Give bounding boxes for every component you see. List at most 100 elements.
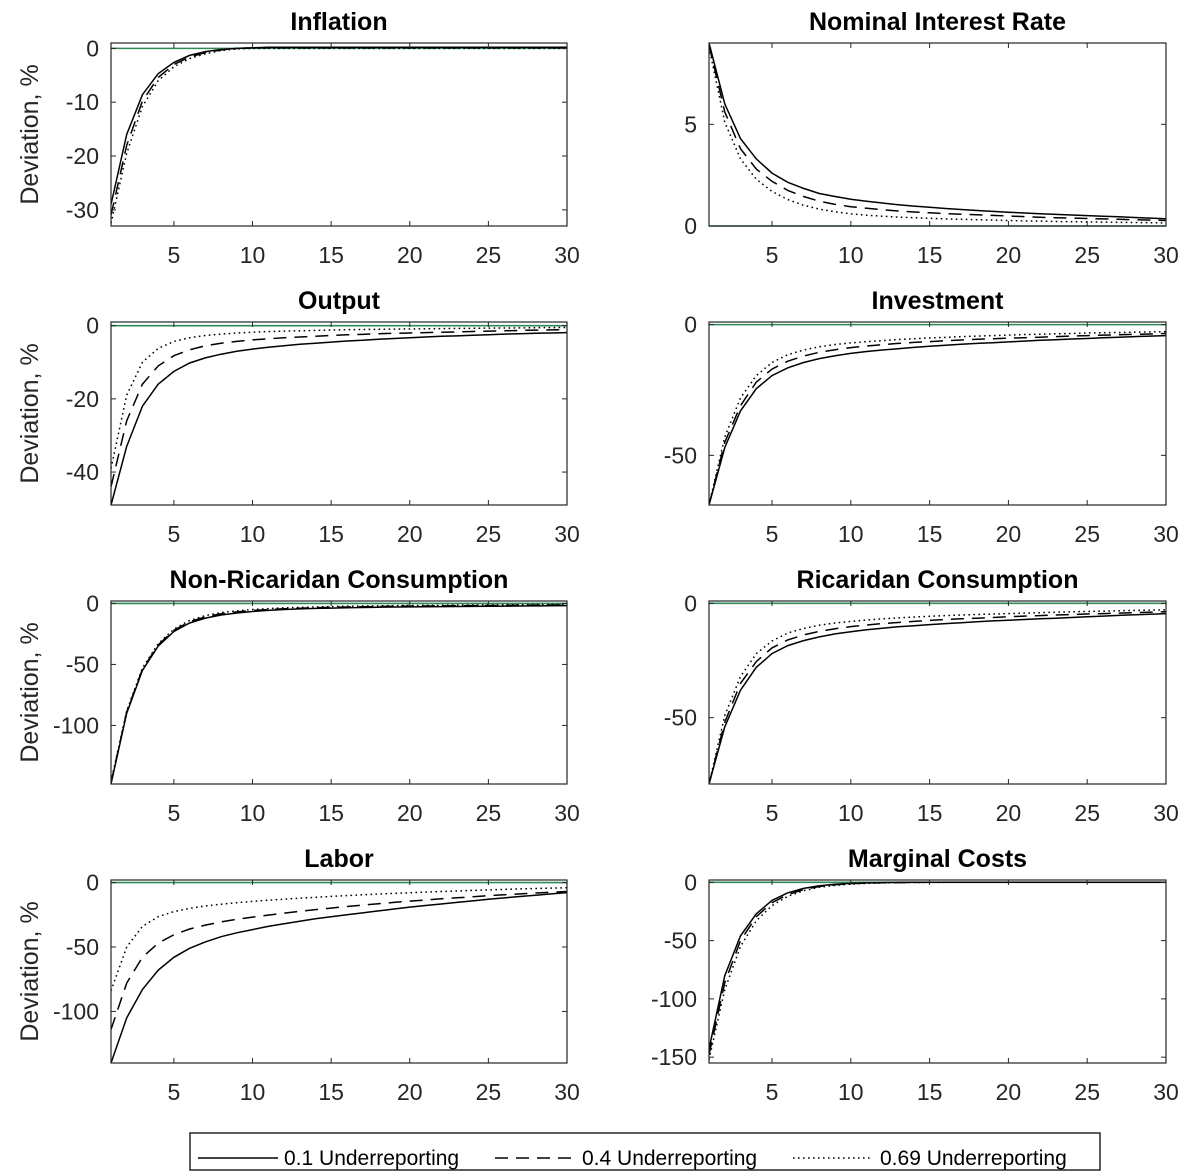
x-tick-label: 10 [240, 1079, 266, 1105]
legend-box [189, 1132, 1101, 1171]
chart-panel-7: 5 10 15 20 25 30 0 -50 -100 Labor Deviation, % [16, 845, 580, 1105]
y-tick-label: -50 [66, 651, 99, 677]
x-tick-label: 5 [766, 800, 779, 826]
y-tick-label: -50 [66, 934, 99, 960]
x-tick-label: 5 [167, 521, 180, 547]
series-line-dotted [111, 326, 567, 469]
series-line-dotted [709, 881, 1166, 1060]
x-tick-label: 10 [240, 242, 266, 268]
x-tick-label: 25 [476, 242, 502, 268]
series-line-solid [709, 612, 1166, 785]
axes-box [708, 321, 1167, 506]
x-tick-label: 30 [1153, 800, 1179, 826]
x-tick-label: 30 [1153, 242, 1179, 268]
series-line-solid [111, 891, 567, 1064]
x-tick-label: 15 [917, 242, 943, 268]
x-tick-label: 10 [838, 242, 864, 268]
x-tick-label: 15 [917, 521, 943, 547]
x-tick-label: 20 [397, 521, 423, 547]
y-tick-label: 0 [86, 35, 99, 61]
x-tick-label: 25 [1074, 800, 1100, 826]
x-tick-label: 30 [554, 1079, 580, 1105]
x-tick-label: 20 [996, 1079, 1022, 1105]
x-tick-label: 15 [917, 800, 943, 826]
x-tick-label: 25 [476, 1079, 502, 1105]
panel-title: Output [298, 287, 381, 315]
y-tick-label: 5 [684, 111, 697, 137]
x-tick-label: 25 [476, 800, 502, 826]
chart-panel-6: 5 10 15 20 25 30 0 -50 Ricaridan Consumption [664, 566, 1179, 826]
x-tick-label: 15 [318, 521, 344, 547]
x-tick-label: 25 [1074, 1079, 1100, 1105]
panel-title: Nominal Interest Rate [809, 8, 1066, 36]
x-tick-label: 20 [996, 242, 1022, 268]
y-tick-label: -20 [66, 143, 99, 169]
panel-title: Marginal Costs [848, 845, 1027, 873]
x-tick-label: 25 [1074, 521, 1100, 547]
y-tick-label: -30 [66, 197, 99, 223]
y-axis-label: Deviation, % [16, 622, 44, 762]
series-line-dotted [709, 46, 1166, 224]
y-tick-label: 0 [684, 869, 697, 895]
x-tick-label: 25 [1074, 242, 1100, 268]
series-line-solid [111, 331, 567, 506]
series-line-solid [709, 881, 1166, 1050]
chart-panel-4: 5 10 15 20 25 30 0 -50 Investment [664, 287, 1179, 547]
x-tick-label: 15 [318, 1079, 344, 1105]
series-line-dashed [111, 890, 567, 1030]
panel-title: Inflation [290, 8, 387, 36]
series-line-dotted [111, 603, 567, 782]
y-axis-label: Deviation, % [16, 64, 44, 204]
y-tick-label: -100 [53, 998, 99, 1024]
y-tick-label: -50 [664, 705, 697, 731]
series-line-solid [111, 604, 567, 785]
x-tick-label: 5 [167, 242, 180, 268]
y-tick-label: 0 [684, 213, 697, 239]
x-tick-label: 20 [996, 521, 1022, 547]
x-tick-label: 30 [554, 242, 580, 268]
series-line-dotted [709, 330, 1166, 506]
series-line-dashed [111, 47, 567, 216]
x-tick-label: 10 [240, 800, 266, 826]
x-tick-label: 10 [240, 521, 266, 547]
y-tick-label: -100 [53, 712, 99, 738]
series-line-solid [709, 334, 1166, 506]
y-tick-label: 0 [86, 870, 99, 896]
series-line-dotted [111, 47, 567, 224]
x-tick-label: 30 [554, 521, 580, 547]
x-tick-label: 20 [397, 1079, 423, 1105]
legend-label-3: 0.69 Underreporting [880, 1147, 1067, 1170]
x-tick-label: 10 [838, 521, 864, 547]
x-tick-label: 5 [766, 521, 779, 547]
panel-title: Ricaridan Consumption [797, 566, 1079, 594]
series-line-dotted [709, 609, 1166, 785]
x-tick-label: 25 [476, 521, 502, 547]
chart-panel-8: 5 10 15 20 25 30 0 -50 -100 -150 Marginal Costs [651, 845, 1179, 1105]
x-tick-label: 15 [917, 1079, 943, 1105]
axes-box [708, 42, 1167, 227]
series-line-dashed [111, 328, 567, 487]
panel-title: Non-Ricaridan Consumption [170, 566, 509, 594]
y-tick-label: 0 [684, 590, 697, 616]
axes-box [110, 42, 568, 227]
series-line-dashed [709, 332, 1166, 506]
x-tick-label: 5 [766, 242, 779, 268]
chart-panel-2: 5 10 15 20 25 30 0 5 Nominal Interest Rate [684, 8, 1179, 268]
x-tick-label: 5 [167, 1079, 180, 1105]
y-tick-label: -10 [66, 89, 99, 115]
y-tick-label: -40 [66, 459, 99, 485]
legend-label-1: 0.1 Underreporting [284, 1147, 459, 1170]
chart-panel-1: 5 10 15 20 25 30 0 -10 -20 -30 Inflation Deviation,… [16, 8, 580, 268]
axes-box [708, 600, 1167, 785]
y-tick-label: 0 [86, 590, 99, 616]
series-line-dashed [709, 44, 1166, 222]
y-tick-label: -150 [651, 1044, 697, 1070]
legend: 0.1 Underreporting 0.4 Underreporting 0.… [189, 1132, 1101, 1171]
panel-title: Labor [304, 845, 374, 873]
x-tick-label: 20 [996, 800, 1022, 826]
x-tick-label: 20 [397, 800, 423, 826]
panels: 5 10 15 20 25 30 0 -10 -20 -30 Inflation Deviation,… [16, 8, 1179, 1105]
axes-box [110, 321, 568, 506]
series-line-dotted [111, 886, 567, 992]
